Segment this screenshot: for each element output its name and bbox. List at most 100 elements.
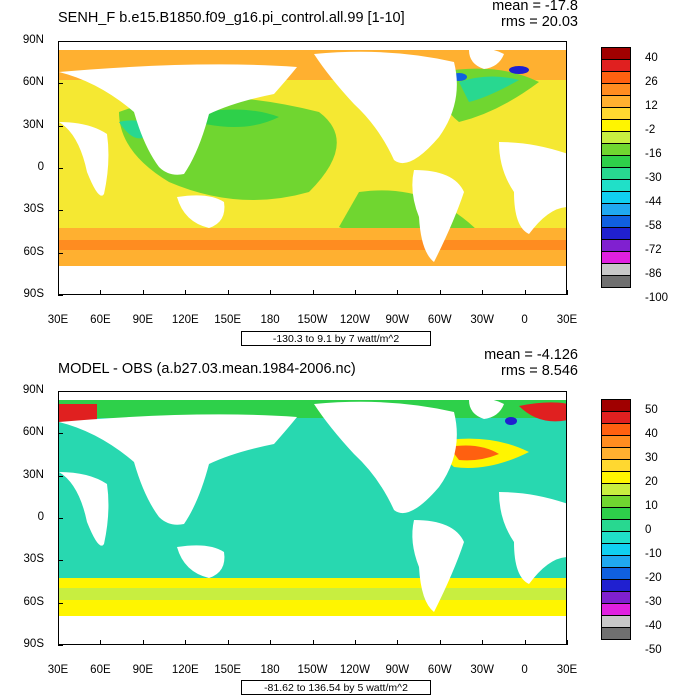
lon-tick [439,290,441,295]
plot-title: MODEL - OBS (a.b27.03.mean.1984-2006.nc) [58,361,356,377]
land-south-america [412,170,464,262]
lon-tick-label: 180 [260,664,280,676]
ocean-field-layer [59,392,566,644]
colorbar-label: 20 [645,476,658,488]
colorbar-label: -10 [645,548,662,560]
lon-tick-label: 150E [214,314,242,326]
land-greenland [469,398,504,419]
colorbar-label: 30 [645,452,658,464]
land-mask [59,48,566,294]
rms-stat: rms = 8.546 [501,363,578,379]
lon-tick-label: 180 [260,314,280,326]
lon-tick-label: 90E [132,664,154,676]
mean-stat: mean = -17.8 [492,0,578,14]
lat-tick-label: 60N [22,426,44,439]
colorbar-label: -72 [645,244,662,256]
lat-tick-label: 30S [23,203,44,216]
land-australia [177,545,225,578]
lon-tick-label: 150E [214,664,242,676]
colorbar-label: -44 [645,196,662,208]
lat-tick-label: 90N [22,384,44,396]
lon-tick-label: 30E [556,314,578,326]
lon-tick [312,290,314,295]
lat-tick [58,168,63,169]
panel-model-obs: MODEL - OBS (a.b27.03.mean.1984-2006.nc)… [0,347,700,700]
lat-tick-label: 90N [22,34,44,46]
lat-tick [58,210,63,212]
lat-tick [58,295,63,296]
lon-tick [354,290,356,295]
map-plot [58,41,567,295]
land-india-arabia [59,122,109,196]
lon-tick [482,640,484,645]
lon-tick [58,290,59,295]
lat-tick-label: 0 [37,161,44,173]
colorbar-label: 40 [645,52,658,64]
lon-tick-label: 120E [171,314,199,326]
lat-tick [58,433,63,435]
lon-tick-label: 30W [470,314,494,326]
colorbar-label: 26 [645,76,658,88]
lon-tick-label: 30E [47,314,69,326]
lat-tick [58,602,63,604]
land-greenland [469,48,504,69]
lon-tick-label: 150W [297,314,328,326]
lon-tick-label: 150W [297,664,328,676]
colorbar-label: -58 [645,220,662,232]
lon-tick [524,290,526,295]
lon-tick [270,640,272,645]
lat-tick-label: 30N [22,468,44,481]
colorbar-label: -20 [645,572,662,584]
colorbar [601,47,631,288]
lon-tick [58,640,59,645]
colorbar-label: -16 [645,148,662,160]
lon-tick-label: 120W [339,664,370,676]
lon-tick [397,290,399,295]
map-svg [59,42,566,294]
lon-tick [227,640,229,645]
lon-tick-label: 30E [556,664,578,676]
lon-tick-label: 60W [427,664,452,676]
colorbar-label: 50 [645,404,658,416]
lon-tick [142,290,144,295]
land-eurasia [59,64,297,175]
land-north-america [314,51,457,164]
mean-stat: mean = -4.126 [484,347,578,363]
plot-title: SENH_F b.e15.B1850.f09_g16.pi_control.al… [58,10,405,26]
colorbar-label: 10 [645,500,658,512]
colorbar-label: 0 [645,524,652,536]
map-plot [58,391,567,645]
colorbar [601,399,631,640]
land-south-america [412,520,464,612]
lon-tick [482,290,484,295]
rms-stat: rms = 20.03 [501,14,578,30]
lat-tick [58,83,63,85]
lon-tick [312,640,314,645]
lat-tick [58,252,63,254]
lon-tick-label: 0 [521,664,528,676]
colorbar-label: -50 [645,644,662,656]
colorbar-label: -30 [645,596,662,608]
lon-tick [100,290,102,295]
lon-tick [142,640,144,645]
lat-tick-label: 0 [37,511,44,523]
lon-tick-label: 90E [132,314,154,326]
colorbar-label: -40 [645,620,662,632]
lat-tick-label: 30N [22,118,44,131]
lon-tick-label: 60E [90,664,111,676]
lat-tick-label: 60S [23,595,44,608]
lat-tick [58,41,63,42]
land-india-arabia [59,472,109,546]
contour-info: -81.62 to 136.54 by 5 watt/m^2 [241,680,431,695]
lon-tick [185,290,187,295]
map-svg [59,392,566,644]
land-antarctica [59,274,566,294]
lon-tick-label: 120E [171,664,199,676]
lon-tick [227,290,229,295]
lon-tick-label: 120W [339,314,370,326]
land-africa [499,142,566,234]
lon-tick-label: 60E [90,314,111,326]
colorbar-swatch [601,275,631,288]
lon-tick [524,640,526,645]
lat-tick [58,125,63,127]
